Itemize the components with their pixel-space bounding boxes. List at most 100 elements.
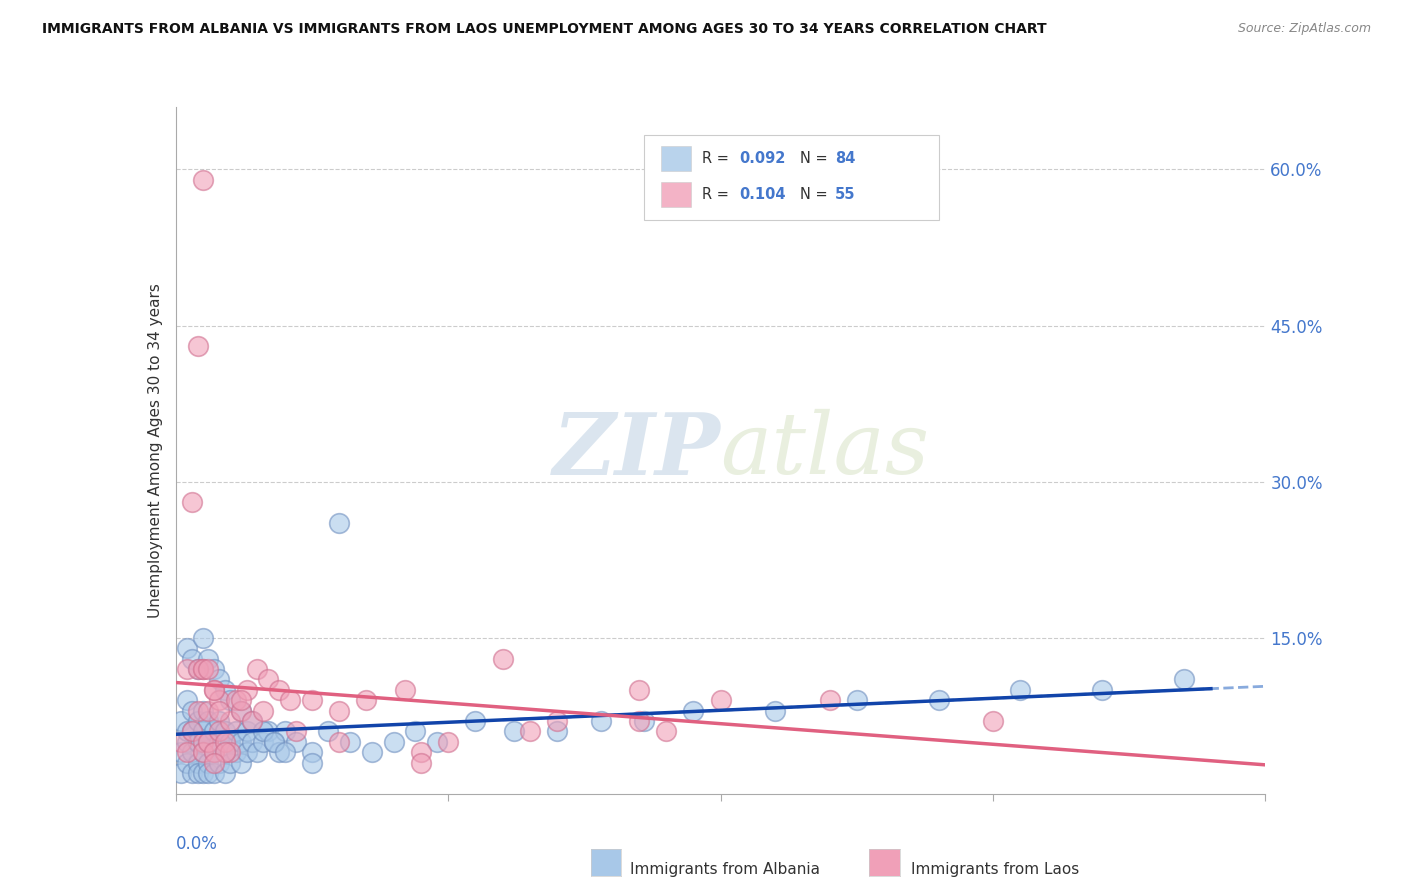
Text: 0.092: 0.092 xyxy=(740,151,786,166)
Point xyxy=(426,735,449,749)
Point xyxy=(186,339,209,353)
Point xyxy=(208,693,231,707)
Point xyxy=(202,745,225,759)
Point xyxy=(170,735,193,749)
Point xyxy=(633,714,655,728)
Point xyxy=(546,724,568,739)
Point xyxy=(328,516,350,531)
Point xyxy=(219,693,242,707)
Point xyxy=(240,714,263,728)
Point xyxy=(382,735,405,749)
Point xyxy=(181,745,204,759)
Point xyxy=(339,735,361,749)
Point xyxy=(197,756,219,770)
Point xyxy=(176,745,198,759)
Point xyxy=(263,735,285,749)
Point xyxy=(170,745,193,759)
Point xyxy=(186,662,209,676)
Point xyxy=(627,714,650,728)
Point xyxy=(252,735,274,749)
Point xyxy=(356,693,378,707)
Point xyxy=(191,631,214,645)
Point xyxy=(181,724,204,739)
Point xyxy=(202,662,225,676)
Point xyxy=(197,735,219,749)
Point xyxy=(682,704,704,718)
Point xyxy=(589,714,612,728)
Point xyxy=(710,693,733,707)
Point xyxy=(202,682,225,697)
Point xyxy=(181,495,204,509)
Point xyxy=(627,682,650,697)
Point xyxy=(214,724,236,739)
Text: IMMIGRANTS FROM ALBANIA VS IMMIGRANTS FROM LAOS UNEMPLOYMENT AMONG AGES 30 TO 34: IMMIGRANTS FROM ALBANIA VS IMMIGRANTS FR… xyxy=(42,22,1047,37)
Point xyxy=(197,714,219,728)
Point xyxy=(197,735,219,749)
Point xyxy=(225,745,247,759)
Point xyxy=(818,693,841,707)
Point xyxy=(186,714,209,728)
Point xyxy=(181,766,204,780)
Point xyxy=(197,662,219,676)
Point xyxy=(409,756,432,770)
Point xyxy=(214,735,236,749)
Point xyxy=(214,766,236,780)
Point xyxy=(231,735,253,749)
Point xyxy=(246,745,269,759)
Point xyxy=(191,662,214,676)
Text: N =: N = xyxy=(800,186,832,202)
Point xyxy=(186,704,209,718)
Point xyxy=(219,735,242,749)
Point xyxy=(981,714,1004,728)
Point xyxy=(176,724,198,739)
Point xyxy=(360,745,382,759)
Point xyxy=(269,682,291,697)
Text: Source: ZipAtlas.com: Source: ZipAtlas.com xyxy=(1237,22,1371,36)
Text: N =: N = xyxy=(800,151,832,166)
Point xyxy=(225,724,247,739)
Point xyxy=(263,735,285,749)
Point xyxy=(394,682,416,697)
Point xyxy=(240,735,263,749)
Point xyxy=(274,724,297,739)
Point xyxy=(502,724,524,739)
Point xyxy=(176,641,198,656)
Point xyxy=(191,735,214,749)
Point xyxy=(208,704,231,718)
Point xyxy=(546,714,568,728)
Point xyxy=(197,766,219,780)
Point xyxy=(328,704,350,718)
Point xyxy=(301,756,323,770)
Point xyxy=(186,766,209,780)
Point xyxy=(181,651,204,665)
Point xyxy=(252,704,274,718)
Point xyxy=(176,735,198,749)
Point xyxy=(492,651,515,665)
Point xyxy=(284,724,307,739)
Point xyxy=(1173,673,1195,687)
Point xyxy=(186,735,209,749)
Point xyxy=(202,766,225,780)
Point xyxy=(405,724,427,739)
Text: atlas: atlas xyxy=(721,409,929,491)
Text: R =: R = xyxy=(702,186,734,202)
Point xyxy=(191,173,214,187)
Point xyxy=(176,693,198,707)
Point xyxy=(191,724,214,739)
Point xyxy=(257,724,280,739)
Point xyxy=(269,745,291,759)
Point xyxy=(763,704,786,718)
Point xyxy=(202,682,225,697)
Point xyxy=(235,682,257,697)
Point xyxy=(197,651,219,665)
Text: 0.0%: 0.0% xyxy=(176,835,218,853)
Point xyxy=(202,724,225,739)
Text: 55: 55 xyxy=(835,186,855,202)
Point xyxy=(170,714,193,728)
Point xyxy=(202,745,225,759)
Point xyxy=(437,735,460,749)
Point xyxy=(191,766,214,780)
Point xyxy=(197,704,219,718)
Text: 0.104: 0.104 xyxy=(740,186,786,202)
Point xyxy=(176,756,198,770)
